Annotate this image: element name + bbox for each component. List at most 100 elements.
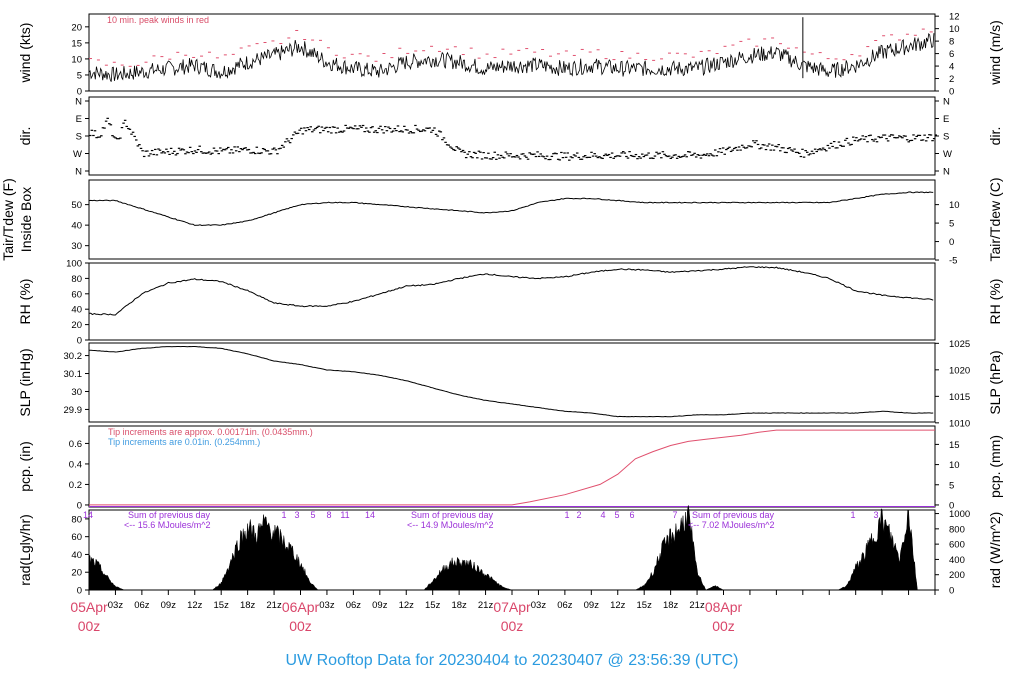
rad-hour-marker: 1: [850, 510, 855, 520]
rad-ytick-right-label: 400: [949, 555, 965, 566]
wind-ytick-right-label: 0: [949, 87, 954, 98]
date-label-hour: 00z: [501, 618, 524, 634]
temp-ytick-right-label: 0: [949, 237, 954, 248]
wind-ytick-right-label: 2: [949, 74, 954, 85]
pcp-ytick-label: 0.4: [69, 459, 82, 470]
dir-ytick-label: N: [75, 97, 82, 108]
slp-panel: SLP (inHg) SLP (hPa) 29.9 30 30.1 30.2 1010 101…: [17, 339, 1003, 430]
wind-frame: [88, 13, 936, 92]
x-tick-label: 12z: [187, 600, 203, 611]
wind-ytick-right-label: 6: [949, 49, 954, 60]
dir-ytick-right-label: N: [943, 167, 950, 178]
date-label-hour: 00z: [289, 618, 312, 634]
x-tick-label: 03z: [531, 600, 547, 611]
slp-ylabel: SLP (inHg): [17, 348, 33, 416]
temp-ytick-label: 30: [71, 241, 82, 252]
rh-ytick-label: 0: [77, 336, 82, 347]
rad-frame: [88, 509, 936, 591]
rad-panel: rad(Lgly/hr) rad (W/m^2) 0 20 40 60 800 200 400 6…: [17, 505, 1003, 597]
rad-daily-sum-value: <-- 15.6 MJoules/m^2: [124, 520, 211, 530]
slp-ytick-label: 30.1: [64, 369, 83, 380]
rad-ytick-label: 20: [71, 568, 82, 579]
rh-ylabel: RH (%): [17, 279, 33, 325]
rad-hour-marker: 3: [873, 510, 878, 520]
x-tick-label: 09z: [161, 600, 177, 611]
pcp-panel: pcp. (in) pcp. (mm) 0 0.2 0.4 0.6 0 5 10 15 Tip in…: [17, 425, 1003, 511]
x-tick-label: 06z: [134, 600, 150, 611]
rad-ytick-right-label: 200: [949, 570, 965, 581]
rh-series-line: [89, 266, 934, 316]
wind-ytick-right-label: 8: [949, 37, 954, 48]
pcp-approx-line: [89, 429, 935, 506]
x-tick-label: 09z: [584, 600, 600, 611]
rh-ytick-label: 80: [71, 274, 82, 285]
wind-ytick-label: 10: [71, 54, 82, 65]
footer-title: UW Rooftop Data for 20230404 to 20230407…: [286, 652, 739, 669]
x-tick-label: 15z: [637, 600, 653, 611]
rad-daily-sum-title: Sum of previous day: [692, 510, 775, 520]
rad-hour-marker: 6: [629, 510, 634, 520]
slp-ytick-right-label: 1020: [949, 365, 970, 376]
rh-panel: RH (%) RH (%) 0 20 40 60 80 100: [17, 259, 1003, 347]
date-label-hour: 00z: [712, 618, 735, 634]
date-label: 07Apr: [493, 599, 531, 615]
dir-ytick-label: N: [75, 167, 82, 178]
rad-hour-marker: 7: [672, 510, 677, 520]
rh-frame: [88, 262, 936, 341]
rad-ylabel-right: rad (W/m^2): [987, 512, 1003, 589]
rad-ytick-label: 40: [71, 550, 82, 561]
date-label: 05Apr: [70, 599, 108, 615]
wind-ytick-label: 0: [77, 87, 82, 98]
pcp-ytick-label: 0: [77, 500, 82, 511]
rad-ytick-label: 60: [71, 532, 82, 543]
time-axis: 03z 06z 09z 12z 15z 18z 21z 03z 06z 09z 12z 15z 18z 2…: [70, 590, 936, 634]
x-tick-label: 03z: [108, 600, 124, 611]
chart-panels: wind (kts) wind (m/s)0510152002468101210 …: [0, 12, 1003, 597]
x-tick-label: 18z: [663, 600, 679, 611]
wind-series-line: [88, 33, 935, 82]
rad-area: [88, 505, 935, 591]
rad-hour-marker: 8: [326, 510, 331, 520]
rh-ytick-label: 100: [66, 259, 82, 270]
rad-daily-sum-value: <-- 7.02 MJoules/m^2: [688, 520, 775, 530]
temp-ytick-label: 50: [71, 200, 82, 211]
rh-ytick-label: 20: [71, 320, 82, 331]
x-tick-label: 15z: [425, 600, 441, 611]
temp-frame: [88, 179, 936, 260]
rad-hour-marker: 11: [340, 510, 349, 520]
wind-ytick-label: 5: [77, 70, 82, 81]
temp-ylabel: Tair/Tdew (F): [0, 178, 16, 260]
rh-ytick-label: 60: [71, 289, 82, 300]
rad-hour-marker: 1: [564, 510, 569, 520]
x-tick-label: 21z: [689, 600, 705, 611]
pcp-ytick-label: 0.6: [69, 439, 82, 450]
dir-ytick-right-label: N: [943, 97, 950, 108]
pcp-ylabel-right: pcp. (mm): [987, 435, 1003, 498]
dir-ylabel-right: dir.: [987, 127, 1003, 146]
pcp-ytick-label: 0.2: [69, 480, 82, 491]
temp-ylabel-2: Inside Box: [18, 187, 34, 252]
temp-panel: Tair/Tdew (F) Inside Box Tair/Tdew (C) 30 40…: [0, 177, 1003, 266]
rad-hour-marker: 14: [83, 510, 93, 520]
wind-ytick-right-label: 4: [949, 62, 954, 73]
dir-ytick-label: W: [73, 149, 82, 160]
rad-ytick-right-label: 800: [949, 524, 965, 535]
x-tick-label: 09z: [372, 600, 388, 611]
slp-ytick-label: 30.2: [64, 351, 83, 362]
pcp-ylabel: pcp. (in): [17, 441, 33, 492]
dir-ytick-right-label: S: [943, 132, 949, 143]
rad-daily-sum-title: Sum of previous day: [411, 510, 494, 520]
x-tick-label: 06z: [346, 600, 362, 611]
temp-ytick-right-label: -5: [949, 256, 957, 267]
x-tick-label: 06z: [557, 600, 573, 611]
wind-ytick-right-label: 10: [949, 24, 960, 35]
rad-hour-marker: 2: [576, 510, 581, 520]
date-label: 08Apr: [705, 599, 743, 615]
rad-ytick-label: 0: [77, 586, 82, 597]
rad-hour-marker: 14: [365, 510, 375, 520]
slp-ytick-label: 30: [71, 387, 82, 398]
temp-series-line: [88, 191, 934, 227]
temp-ylabel-right: Tair/Tdew (C): [987, 177, 1003, 261]
rad-ylabel: rad(Lgly/hr): [17, 514, 33, 586]
date-label: 06Apr: [282, 599, 320, 615]
